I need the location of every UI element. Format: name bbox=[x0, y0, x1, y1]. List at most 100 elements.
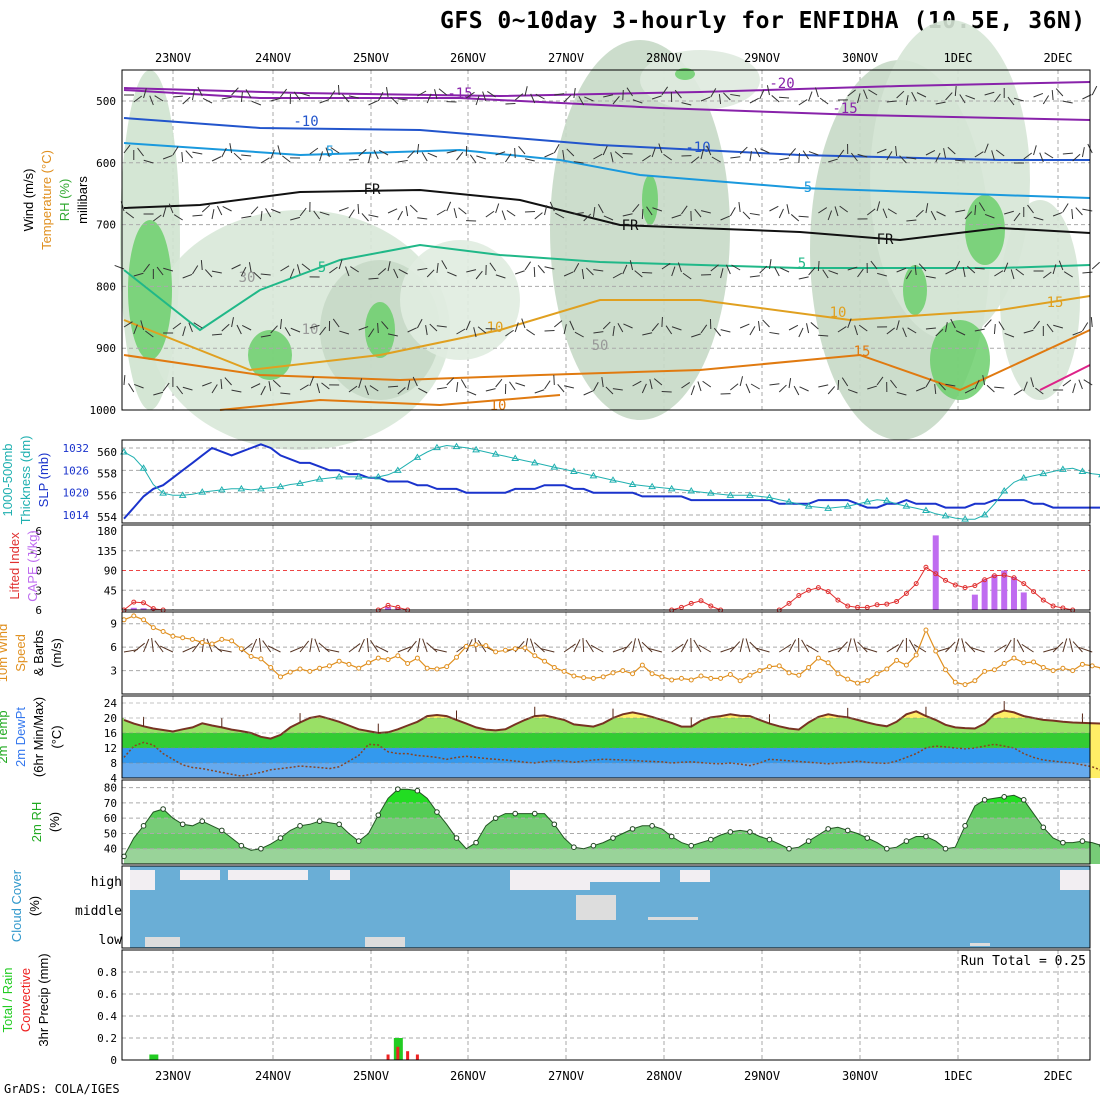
wind-barb bbox=[149, 95, 154, 106]
wind-barb bbox=[1062, 203, 1069, 213]
wind-barb bbox=[134, 383, 144, 389]
wind-barb bbox=[143, 88, 147, 99]
cloud-mid-block bbox=[576, 895, 616, 920]
li-tick: 3 bbox=[35, 584, 42, 597]
wind-barb bbox=[245, 89, 252, 99]
wind-barb bbox=[984, 319, 992, 328]
rh-tick: 60 bbox=[104, 812, 117, 825]
li-tick: 0 bbox=[35, 565, 42, 578]
wind-barb bbox=[1033, 145, 1037, 156]
wind-barb bbox=[1062, 379, 1072, 387]
wind-barb bbox=[313, 210, 321, 220]
wind-barb bbox=[514, 93, 524, 101]
cape-bar bbox=[971, 594, 978, 610]
wind-barb bbox=[739, 146, 748, 155]
wind-barb bbox=[231, 389, 242, 393]
wind-barb bbox=[405, 206, 409, 217]
wind-barb bbox=[936, 211, 946, 217]
rh-marker bbox=[981, 797, 988, 803]
rh-marker bbox=[512, 810, 519, 817]
wind-barb bbox=[905, 270, 912, 280]
wind-barb bbox=[739, 638, 744, 653]
wind-speed-marker bbox=[855, 680, 860, 686]
temp-tick: 8 bbox=[110, 757, 117, 770]
wind-speed-marker bbox=[874, 671, 880, 677]
wind-barb bbox=[553, 320, 563, 328]
wind-barb bbox=[330, 147, 340, 154]
cloud-mid-block bbox=[648, 917, 698, 920]
wind-barb bbox=[739, 376, 744, 387]
wind-barb bbox=[1010, 269, 1015, 280]
li-marker bbox=[923, 564, 929, 570]
wind-barb bbox=[1044, 152, 1054, 159]
wind-speed-marker bbox=[522, 645, 528, 651]
wind-speed-marker bbox=[1001, 661, 1007, 667]
li-marker bbox=[933, 571, 939, 577]
wind-barb bbox=[818, 384, 829, 388]
wind-barb bbox=[1039, 152, 1044, 163]
li-marker bbox=[894, 598, 900, 604]
thickness-marker bbox=[276, 482, 285, 490]
axis-labels: 23NOV 23NOV 24NOV 24NOV 25NOV 25NOV 26NOV 26NOV… bbox=[0, 51, 1072, 1083]
wind-barb bbox=[857, 641, 868, 653]
wind-barb bbox=[337, 84, 340, 96]
wind-barb bbox=[1062, 100, 1073, 104]
y-axis-label: Temperature (°C) bbox=[39, 150, 54, 250]
thickness-marker bbox=[1019, 474, 1028, 481]
wind-barb bbox=[386, 87, 389, 98]
wind-barb bbox=[911, 91, 917, 102]
wind-barb bbox=[847, 638, 852, 653]
wind-speed-marker bbox=[189, 636, 195, 642]
wind-barb bbox=[720, 329, 731, 333]
li-line bbox=[378, 604, 408, 611]
li-marker bbox=[835, 597, 841, 603]
wind-barb bbox=[240, 92, 243, 103]
wind-barb bbox=[739, 323, 750, 329]
wind-speed-marker bbox=[297, 666, 303, 672]
wind-barb bbox=[583, 390, 593, 396]
wind-barb bbox=[642, 332, 653, 336]
rh-marker bbox=[1060, 839, 1066, 846]
wind-barb bbox=[653, 378, 663, 386]
wind-barb bbox=[720, 268, 724, 279]
wind-barb bbox=[779, 267, 790, 273]
wind-barb bbox=[224, 377, 232, 386]
wind-barb bbox=[978, 202, 986, 212]
wind-barb bbox=[535, 93, 545, 100]
wind-barb bbox=[332, 318, 340, 328]
wind-barb bbox=[260, 334, 271, 338]
rh-high-shading bbox=[903, 265, 927, 315]
wind-barb bbox=[934, 384, 937, 395]
wind-barb bbox=[868, 89, 878, 96]
contour-label: 50 bbox=[592, 338, 609, 354]
wind-barb bbox=[412, 376, 418, 387]
wind-barb bbox=[368, 100, 378, 106]
rh-shading bbox=[1000, 200, 1080, 400]
wind-barb bbox=[745, 383, 751, 394]
li-marker bbox=[962, 585, 968, 591]
y-axis-label: (6hr Min/Max) bbox=[31, 697, 46, 777]
wind-barb bbox=[899, 155, 907, 164]
wind-barb bbox=[487, 90, 496, 98]
thickness-marker bbox=[961, 515, 969, 522]
wind-barb bbox=[593, 153, 603, 160]
li-marker bbox=[815, 585, 821, 591]
wind-barb bbox=[945, 269, 955, 275]
wind-barb bbox=[925, 203, 929, 214]
dew-line bbox=[123, 741, 1100, 777]
wind-barb bbox=[328, 90, 336, 100]
wind-speed-marker bbox=[121, 617, 127, 623]
rh-marker bbox=[551, 821, 558, 828]
wind-barb bbox=[665, 325, 673, 335]
wind-barb bbox=[1004, 332, 1015, 338]
wind-speed-marker bbox=[1040, 664, 1046, 670]
wind-barb bbox=[720, 646, 734, 653]
wind-barb bbox=[216, 205, 223, 216]
wind-speed-marker bbox=[1050, 668, 1056, 674]
wind-barb bbox=[236, 324, 242, 335]
cape-bar bbox=[1020, 592, 1027, 610]
wind-barb bbox=[954, 638, 960, 653]
wind-barb bbox=[964, 641, 976, 653]
wind-barb bbox=[1013, 389, 1023, 396]
wind-barb bbox=[828, 647, 842, 653]
